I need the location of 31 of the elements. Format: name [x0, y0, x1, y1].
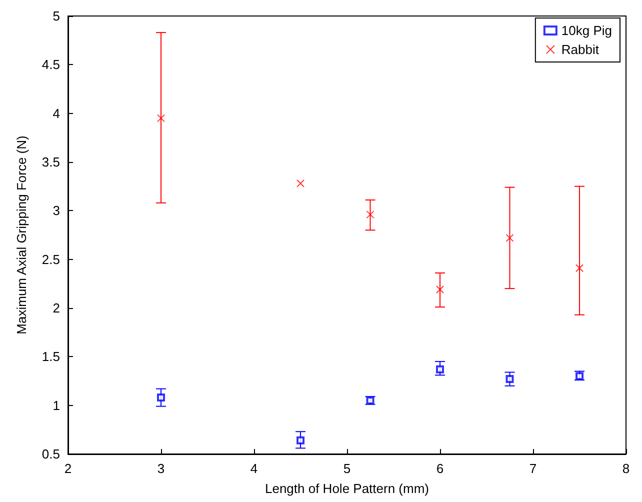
- point: [296, 436, 304, 444]
- point: [366, 210, 374, 219]
- point: [436, 286, 444, 294]
- point: [506, 234, 514, 242]
- x-tick-label: 2: [64, 461, 72, 476]
- point: [157, 114, 165, 122]
- x-tick-label: 8: [622, 461, 630, 476]
- legend-label: 10kg Pig: [561, 23, 612, 38]
- x-tick-label: 3: [157, 461, 165, 476]
- y-tick-label: 5: [52, 8, 60, 24]
- y-tick-label: 1.5: [42, 349, 60, 364]
- y-tick-label: 2: [52, 300, 60, 316]
- y-tick-label: 3.5: [42, 154, 60, 170]
- y-tick-label: 0.5: [42, 446, 60, 462]
- point: [506, 375, 514, 384]
- y-tick-label: 2.5: [42, 252, 60, 267]
- y-tick-label: 1: [52, 398, 60, 413]
- x-axis-title: Length of Hole Pattern (mm): [264, 481, 430, 496]
- y-tick-label: 4.5: [42, 57, 60, 72]
- point: [576, 264, 584, 272]
- point: [157, 394, 165, 402]
- x-tick-label: 7: [529, 461, 537, 476]
- point: [436, 365, 444, 374]
- y-axis-title: Maximum Axial Gripping Force (N): [14, 136, 29, 334]
- x-tick-label: 5: [343, 461, 351, 476]
- legend-label: Rabbit: [561, 42, 600, 57]
- x-tick-label: 4: [250, 461, 258, 476]
- point: [296, 179, 304, 188]
- y-tick-label: 4: [52, 106, 60, 121]
- x-tick-label: 6: [436, 461, 444, 476]
- y-tick-label: 3: [52, 203, 60, 218]
